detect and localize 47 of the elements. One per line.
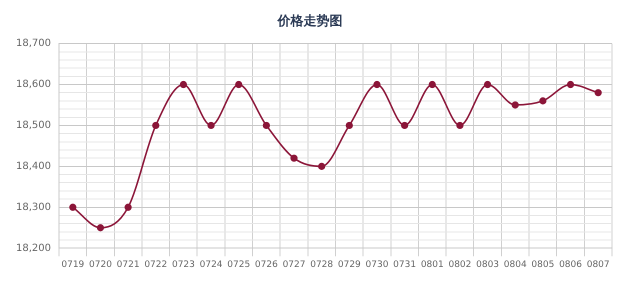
point [96,224,104,232]
y-tick-label: 18,200 [16,242,51,254]
x-tick-label: 0722 [144,260,168,270]
x-tick-label: 0725 [227,260,250,270]
point [207,122,215,130]
point [262,122,270,130]
x-tick-label: 0723 [172,260,195,270]
point [484,80,492,88]
point [512,101,519,109]
x-tick-label: 0720 [89,260,112,270]
y-tick-label: 18,600 [16,79,51,90]
x-tick-label: 0805 [531,260,554,270]
x-tick-label: 0801 [420,260,444,270]
point [69,204,76,211]
x-tick-label: 0728 [310,260,334,270]
point [180,80,188,88]
x-tick-label: 0730 [366,260,389,270]
point [428,80,436,88]
y-tick-label: 18,500 [16,120,51,132]
y-tick-label: 18,700 [16,38,51,50]
y-tick-label: 18,400 [16,160,51,172]
x-tick-label: 0721 [116,260,140,270]
point [401,122,408,130]
chart-title: 价格走势图 [276,13,342,30]
point [235,80,242,88]
point [152,122,160,130]
point [373,80,381,88]
y-tick-label: 18,300 [16,202,51,213]
point [346,122,353,130]
point [539,97,546,104]
point [456,122,464,130]
point [594,89,602,96]
point [566,80,574,88]
point [124,204,132,211]
x-tick-label: 0804 [504,260,527,270]
x-tick-label: 0729 [338,260,362,270]
x-tick-label: 0719 [61,260,85,270]
x-tick-label: 0807 [586,260,610,270]
x-tick-label: 0724 [200,260,223,270]
x-tick-label: 0727 [282,260,306,270]
point [318,162,326,170]
x-tick-label: 0803 [476,260,500,270]
point [290,154,298,162]
x-tick-label: 0726 [254,260,278,270]
x-tick-label: 0806 [559,260,582,270]
x-tick-label: 0802 [448,260,472,270]
x-tick-label: 0731 [393,260,416,270]
